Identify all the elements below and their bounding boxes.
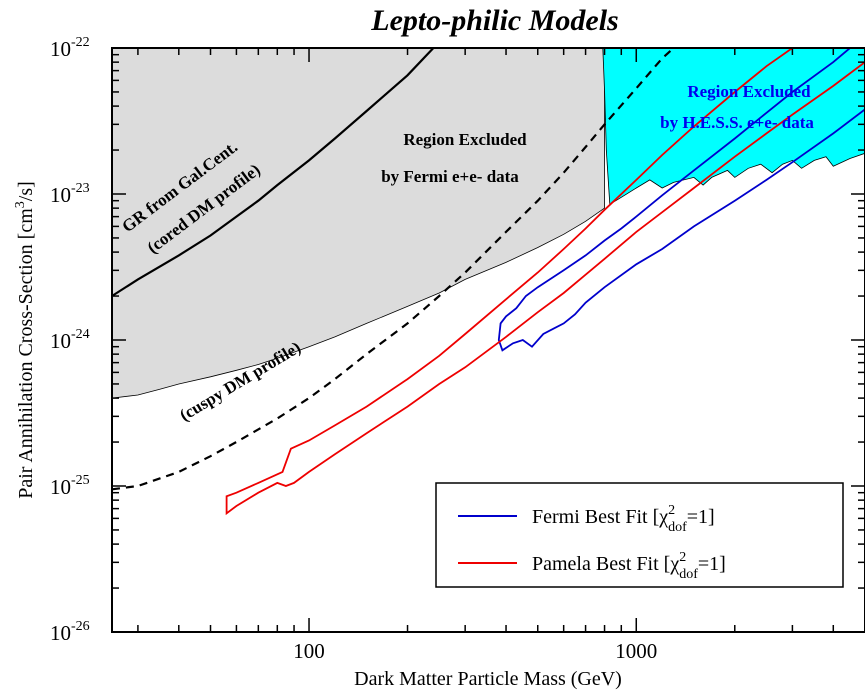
axis-ticks: 100 1000 10-22 10-23 10-24 10-25 10-26 bbox=[50, 35, 865, 663]
x-tick-label: 100 bbox=[293, 639, 325, 663]
cuspy-line bbox=[112, 48, 675, 491]
y-tick-label: 10-25 bbox=[50, 473, 90, 499]
chart-title: Lepto-philic Models bbox=[370, 4, 618, 37]
hess-region-label-line1: Region Excluded bbox=[687, 82, 811, 101]
hess-region-label-line2: by H.E.S.S. e+e- data bbox=[660, 113, 814, 132]
y-axis-label: Pair Annihilation Cross-Section [cm3/s] bbox=[13, 181, 37, 499]
series-contour-fermi bbox=[497, 48, 865, 352]
plot-area bbox=[112, 48, 865, 516]
legend-label-fermi: Fermi Best Fit [χ2 dof=1] bbox=[532, 503, 715, 535]
y-tick-label: 10-23 bbox=[50, 181, 90, 207]
y-tick-label: 10-22 bbox=[50, 35, 90, 61]
x-axis-label: Dark Matter Particle Mass (GeV) bbox=[354, 668, 622, 690]
gr-cored-line bbox=[112, 48, 435, 297]
fermi-region-label-line2: by Fermi e+e- data bbox=[381, 167, 519, 186]
fermi-excluded-region bbox=[112, 48, 606, 399]
series-contour-pamela bbox=[225, 48, 865, 516]
fermi-region-label-line1: Region Excluded bbox=[403, 130, 527, 149]
legend: Fermi Best Fit [χ2 dof=1] Pamela Best Fit… bbox=[435, 482, 844, 588]
y-tick-label: 10-24 bbox=[50, 327, 90, 353]
x-tick-label: 1000 bbox=[615, 639, 657, 663]
legend-box bbox=[435, 482, 844, 588]
legend-label-pamela: Pamela Best Fit [χ2 dof=1] bbox=[532, 550, 726, 582]
y-tick-label: 10-26 bbox=[50, 619, 90, 645]
